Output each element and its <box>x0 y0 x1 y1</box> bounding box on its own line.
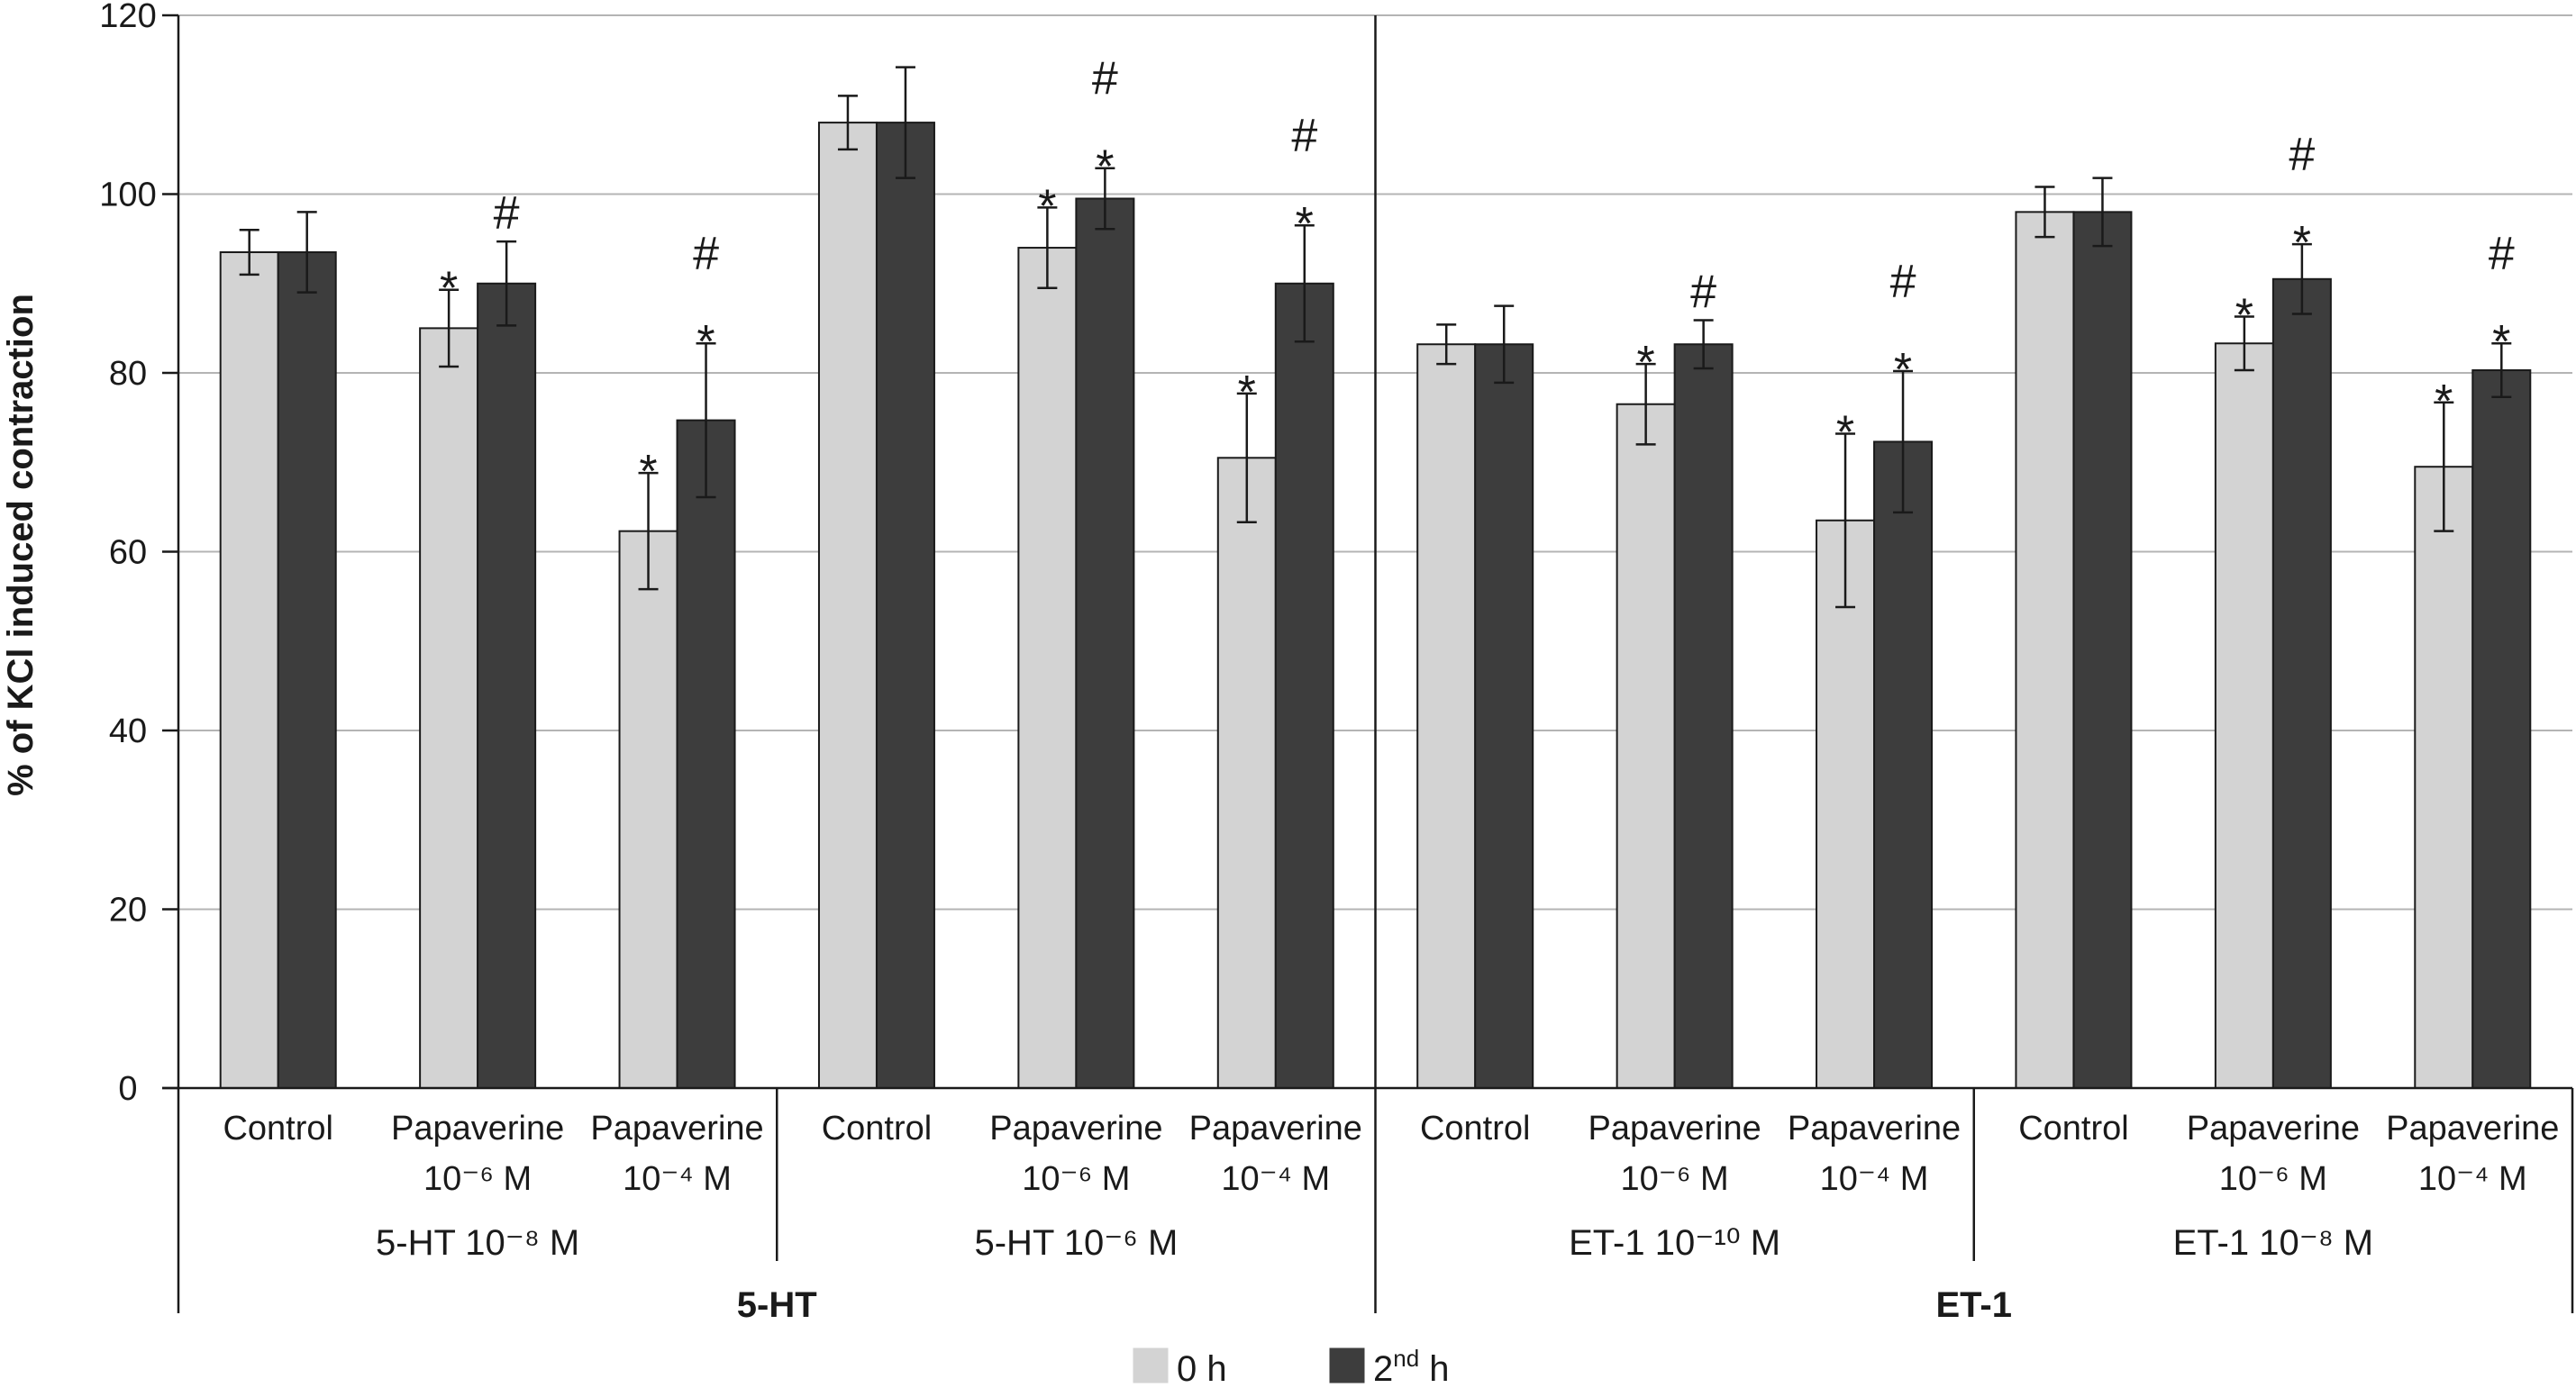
y-axis-title: % of KCl induced contraction <box>1 294 41 796</box>
marker-asterisk: * <box>696 316 715 368</box>
marker-asterisk: * <box>2235 289 2253 341</box>
category-label-line1: Papaverine <box>1588 1110 1761 1148</box>
category-label-line1: Papaverine <box>989 1110 1162 1148</box>
marker-asterisk: * <box>1894 344 1912 396</box>
bar-0h <box>1616 403 1676 1089</box>
bar-0h <box>419 327 479 1089</box>
category-label-line1: Papaverine <box>590 1110 763 1148</box>
group-label: 5-HT 10⁻⁸ M <box>376 1223 579 1263</box>
marker-hash: # <box>1092 53 1118 105</box>
significance-markers: * # * * # * * # * * # * # * * # * * # * * # <box>440 53 2515 498</box>
category-label-line2: 10⁻⁴ M <box>1820 1160 1929 1198</box>
y-tick-label: 80 <box>109 355 147 393</box>
y-tick-label: 60 <box>109 534 147 572</box>
bar-2nd-h <box>676 419 736 1090</box>
category-label-line1: Papaverine <box>391 1110 564 1148</box>
bar-2nd-h <box>2072 211 2133 1090</box>
marker-hash: # <box>693 228 719 280</box>
supergroup-label: 5-HT <box>737 1285 817 1325</box>
marker-hash: # <box>2489 228 2515 280</box>
marker-hash: # <box>1890 256 1916 308</box>
legend-item: 2nd h <box>1329 1345 1450 1388</box>
marker-asterisk: * <box>2293 217 2311 269</box>
y-tick-label: 120 <box>99 0 156 35</box>
legend: 0 h 2nd h <box>1133 1345 1450 1388</box>
group-label: 5-HT 10⁻⁶ M <box>974 1223 1178 1263</box>
bar-2nd-h <box>2271 277 2332 1090</box>
category-label-line2: 10⁻⁶ M <box>1621 1160 1729 1198</box>
category-label-line1: Papaverine <box>1189 1110 1362 1148</box>
marker-asterisk: * <box>1238 367 1256 419</box>
marker-asterisk: * <box>1296 198 1314 250</box>
marker-hash: # <box>1690 266 1716 318</box>
legend-label-sup: nd <box>1393 1345 1419 1372</box>
bar-0h <box>1216 457 1277 1090</box>
bar-2nd-h <box>277 251 337 1089</box>
legend-label: 0 h <box>1177 1349 1227 1383</box>
category-label-line2: 10⁻⁶ M <box>2219 1160 2327 1198</box>
legend-label: 2nd h <box>1373 1345 1450 1383</box>
legend-swatch <box>1329 1347 1365 1383</box>
bars <box>219 122 2532 1090</box>
category-label-line1: Control <box>223 1110 333 1148</box>
bar-2nd-h <box>1075 197 1135 1089</box>
y-tick-label: 20 <box>109 892 147 930</box>
bar-0h <box>2015 211 2075 1090</box>
group-label: ET-1 10⁻¹⁰ M <box>1569 1223 1780 1263</box>
category-label-line2: 10⁻⁴ M <box>1221 1160 1330 1198</box>
y-tick-label: 0 <box>118 1070 137 1108</box>
category-label-line1: Control <box>2018 1110 2129 1148</box>
axes: 0 20 40 60 80 100 120 <box>99 0 2574 1313</box>
marker-asterisk: * <box>2492 316 2510 368</box>
bar-2nd-h <box>477 282 537 1089</box>
category-label-line1: Papaverine <box>2187 1110 2360 1148</box>
marker-hash: # <box>2289 129 2315 181</box>
legend-label-post: h <box>1419 1349 1449 1383</box>
marker-hash: # <box>1291 110 1317 162</box>
marker-asterisk: * <box>1637 337 1655 389</box>
marker-asterisk: * <box>1096 141 1114 194</box>
legend-label-main: 2 <box>1373 1349 1393 1383</box>
supergroup-label: ET-1 <box>1936 1285 2012 1325</box>
bar-0h <box>1017 247 1078 1089</box>
group-dividers <box>776 15 1975 1313</box>
bar-0h <box>1416 343 1477 1089</box>
marker-asterisk: * <box>440 263 458 315</box>
group-label: ET-1 10⁻⁸ M <box>2173 1223 2374 1263</box>
bar-2nd-h <box>875 122 935 1090</box>
error-bars <box>239 66 2512 609</box>
bar-0h <box>817 122 878 1090</box>
bar-0h <box>618 530 678 1089</box>
bar-2nd-h <box>1274 282 1334 1089</box>
category-labels: Control Papaverine 10⁻⁶ M Papaverine 10⁻⁴ M C… <box>223 1110 2559 1325</box>
legend-label-main: 0 h <box>1177 1349 1227 1383</box>
category-label-line1: Control <box>822 1110 933 1148</box>
bar-2nd-h <box>1673 343 1734 1089</box>
category-label-line2: 10⁻⁴ M <box>2418 1160 2527 1198</box>
bar-0h <box>2414 466 2474 1089</box>
bar-0h <box>1816 519 1876 1089</box>
y-tick-label: 100 <box>99 177 156 214</box>
category-label-line1: Papaverine <box>1788 1110 1961 1148</box>
bar-2nd-h <box>1474 343 1534 1089</box>
bar-0h <box>219 251 279 1089</box>
category-label-line1: Papaverine <box>2386 1110 2559 1148</box>
marker-asterisk: * <box>1836 406 1854 458</box>
bar-2nd-h <box>2471 369 2532 1089</box>
marker-asterisk: * <box>2435 376 2453 428</box>
category-label-line2: 10⁻⁶ M <box>1022 1160 1130 1198</box>
legend-swatch <box>1133 1347 1169 1383</box>
bar-0h <box>2214 342 2274 1089</box>
marker-asterisk: * <box>639 446 657 498</box>
bar-2nd-h <box>1873 440 1934 1089</box>
category-label-line1: Control <box>1420 1110 1531 1148</box>
marker-hash: # <box>494 187 520 240</box>
category-label-line2: 10⁻⁴ M <box>623 1160 732 1198</box>
category-label-line2: 10⁻⁶ M <box>423 1160 532 1198</box>
y-tick-label: 40 <box>109 712 147 750</box>
marker-asterisk: * <box>1038 180 1056 232</box>
legend-item: 0 h <box>1133 1347 1227 1388</box>
